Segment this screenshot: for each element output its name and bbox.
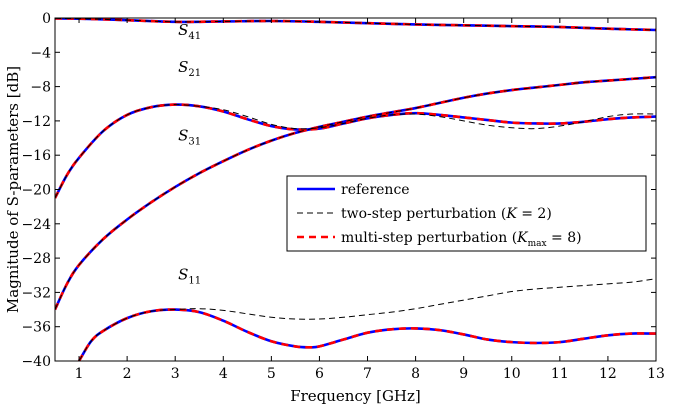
x-tick-label: 10 <box>503 366 521 382</box>
y-tick-label: −36 <box>21 320 51 336</box>
y-tick-label: 0 <box>42 11 51 27</box>
x-axis-title: Frequency [GHz] <box>290 387 421 405</box>
x-tick-label: 8 <box>411 366 420 382</box>
x-tick-label: 3 <box>171 366 180 382</box>
x-tick-label: 9 <box>459 366 468 382</box>
curve-label-s21: S21 <box>178 58 201 79</box>
x-tick-label: 5 <box>267 366 276 382</box>
series-s11-two-step <box>78 278 656 361</box>
series-s21-multi-step <box>55 103 656 199</box>
annotations-layer: S41 S21 S31 S11 <box>178 21 201 286</box>
series-layer <box>55 18 656 361</box>
x-tick-label: 13 <box>647 366 665 382</box>
series-s41-two-step <box>55 18 656 31</box>
y-tick-label: −4 <box>30 45 51 61</box>
y-tick-label: −8 <box>30 80 51 96</box>
series-s11-reference <box>77 308 656 361</box>
legend-label-reference: reference <box>341 182 410 198</box>
x-tick-label: 1 <box>75 366 84 382</box>
series-s31-two-step <box>55 76 656 310</box>
legend: reference two-step perturbation (K = 2) mu… <box>286 175 647 252</box>
y-tick-label: −20 <box>21 183 51 199</box>
x-tick-label: 4 <box>219 366 228 382</box>
y-tick-label: −40 <box>21 354 51 370</box>
legend-box <box>286 175 647 252</box>
series-s21-two-step <box>55 104 656 199</box>
series-s41-multi-step <box>55 18 656 32</box>
y-tick-label: −32 <box>21 285 51 301</box>
curve-label-s31: S31 <box>178 127 201 148</box>
x-tick-label: 12 <box>599 366 617 382</box>
curve-label-s11: S11 <box>178 266 201 287</box>
x-tick-label: 6 <box>315 366 324 382</box>
y-tick-label: −24 <box>21 217 51 233</box>
curve-label-s41: S41 <box>178 21 201 42</box>
x-tick-label: 2 <box>123 366 132 382</box>
y-axis-title: Magnitude of S-parameters [dB] <box>4 66 22 313</box>
y-tick-label: −28 <box>21 251 51 267</box>
ticks-layer: 1 2 3 4 5 6 7 8 9 10 11 12 130−4−8−12−16−20−24−28−32… <box>21 11 664 382</box>
y-tick-label: −16 <box>21 148 51 164</box>
y-tick-label: −12 <box>21 114 51 130</box>
legend-label-multi-step: multi-step perturbation (Kmax = 8) <box>341 230 582 249</box>
legend-label-two-step: two-step perturbation (K = 2) <box>341 206 552 222</box>
x-tick-label: 7 <box>363 366 372 382</box>
x-tick-label: 11 <box>551 366 569 382</box>
series-s11-multi-step <box>77 308 656 361</box>
